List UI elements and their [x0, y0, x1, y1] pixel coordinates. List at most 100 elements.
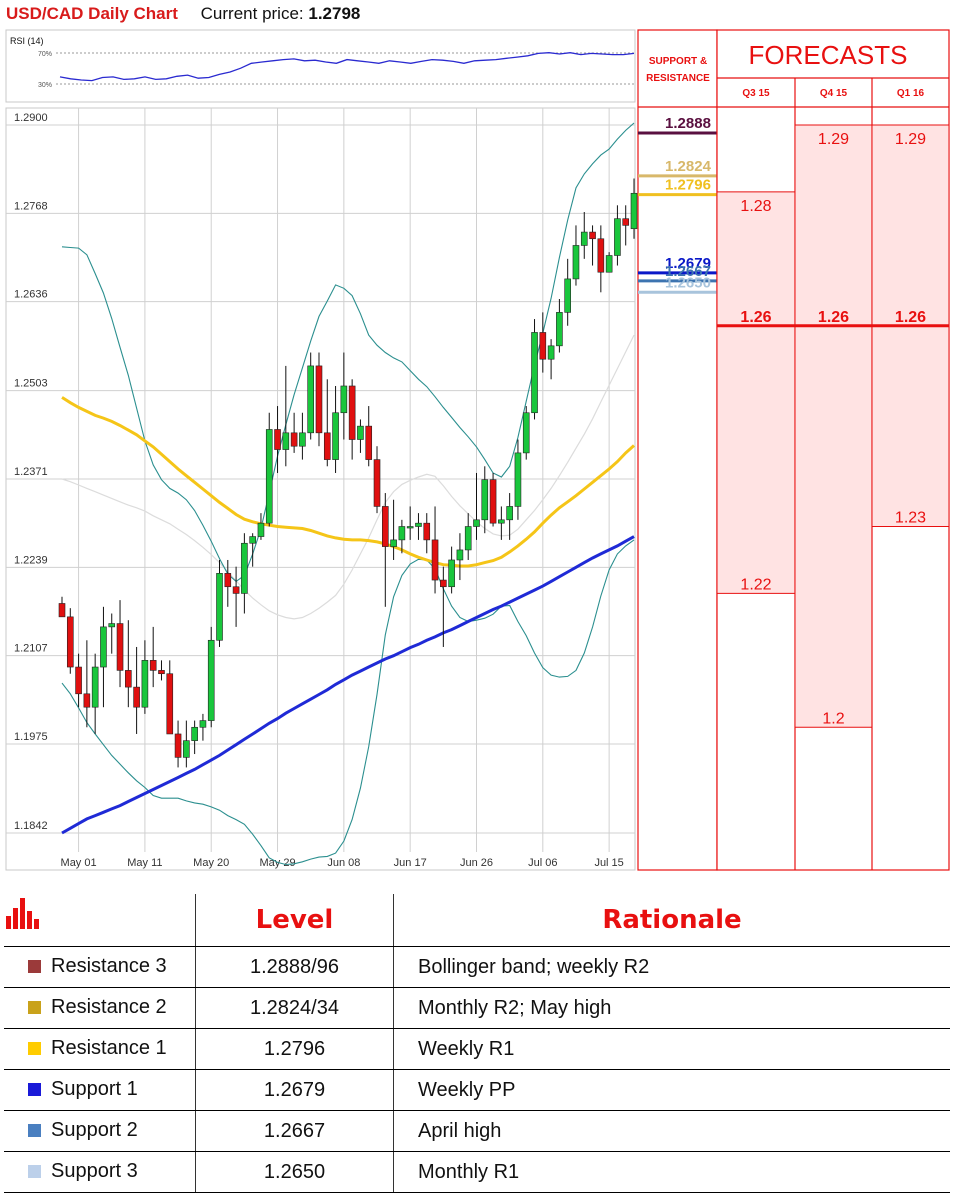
candle	[556, 298, 563, 353]
candle	[133, 646, 140, 734]
candle	[141, 640, 149, 714]
price-panel: 1.2900 1.2768 1.2636 1.2503 1.2371 1.2239 1.21…	[5, 107, 638, 871]
candle	[149, 626, 157, 688]
candle-body	[630, 192, 638, 230]
candle	[622, 205, 630, 246]
candle	[547, 339, 555, 380]
table-row: Resistance 3 1.2888/96 Bollinger band; wee…	[4, 946, 950, 988]
level-swatch	[28, 1001, 41, 1015]
candle-body	[547, 345, 555, 360]
level-name: Resistance 1	[51, 1037, 167, 1060]
candle	[415, 513, 422, 540]
current-price-value: 1.2798	[308, 4, 361, 23]
candle	[315, 352, 323, 447]
candle	[174, 720, 182, 768]
candle-body	[83, 693, 91, 708]
x-tick-label: May 11	[127, 857, 162, 869]
y-tick-label: 1.2371	[14, 466, 48, 478]
candle	[241, 533, 248, 614]
rsi-frame	[5, 29, 636, 103]
candle-body	[498, 519, 505, 524]
candle-body	[531, 332, 538, 414]
candle-body	[290, 432, 298, 447]
level-value: 1.2667	[195, 1110, 394, 1152]
candle-body	[265, 429, 273, 524]
fc-range-box	[795, 125, 872, 728]
candle-body	[149, 660, 157, 671]
candle	[473, 472, 480, 540]
level-name-cell: Support 2	[4, 1110, 196, 1152]
sr-heading-line2: RESISTANCE	[646, 73, 710, 84]
level-value: 1.2650	[195, 1151, 394, 1193]
candle-body	[183, 740, 190, 758]
candle	[191, 720, 198, 755]
candle-body	[91, 666, 99, 708]
candle-body	[448, 559, 455, 588]
x-tick-label: Jul 06	[528, 857, 557, 869]
candle-body	[564, 278, 571, 313]
chart-title: USD/CAD Daily Chart	[6, 4, 178, 23]
sr-level-label: 1.2888	[665, 115, 711, 132]
candle-body	[556, 312, 563, 347]
candle-body	[274, 429, 281, 450]
fc-low-value: 1.22	[740, 576, 771, 593]
candle-body	[315, 365, 323, 434]
candle-body	[282, 432, 290, 450]
candle-body	[373, 459, 381, 507]
candle-body	[489, 479, 497, 524]
candle-body	[133, 686, 140, 708]
candle-body	[191, 726, 198, 741]
candle	[348, 379, 356, 460]
level-name-cell: Support 1	[4, 1069, 196, 1111]
table-row: Resistance 1 1.2796 Weekly R1	[4, 1028, 950, 1070]
rsi-panel: RSI (14) 70% 30%	[5, 29, 636, 103]
fc-low-value: 1.2	[822, 710, 844, 727]
x-tick-label: May 20	[193, 857, 229, 869]
candle-body	[299, 432, 306, 447]
candle	[323, 379, 331, 467]
candle	[614, 205, 621, 266]
level-swatch	[28, 1083, 41, 1097]
candle	[514, 439, 522, 520]
candle-body	[75, 666, 82, 695]
candle	[158, 660, 165, 681]
candle-body	[481, 479, 489, 521]
candle-body	[423, 522, 431, 541]
candle-body	[340, 385, 348, 414]
fc-high-value: 1.29	[818, 131, 849, 148]
candle-body	[357, 425, 364, 440]
ma-slow-line	[61, 535, 635, 835]
candle	[257, 513, 265, 540]
fc-range-box	[717, 191, 795, 594]
fc-mid-value: 1.26	[740, 309, 771, 326]
candle-body	[597, 238, 605, 273]
candle-body	[539, 332, 547, 360]
candle	[66, 608, 74, 674]
candle	[564, 258, 571, 326]
candle-body	[216, 573, 223, 641]
bb-upper-line	[61, 122, 635, 583]
candle-body	[108, 623, 116, 628]
candle	[423, 513, 431, 554]
candle	[207, 626, 215, 728]
candle	[456, 533, 464, 581]
bar-chart-icon	[6, 898, 39, 929]
ma-fast-line	[61, 396, 635, 568]
candle-body	[473, 519, 480, 527]
rsi-level-30: 30%	[38, 82, 52, 89]
sr-level-label: 1.2679	[665, 255, 711, 272]
candle-body	[58, 603, 66, 618]
sr-frame	[637, 29, 718, 871]
level-name-cell: Resistance 2	[4, 987, 196, 1029]
candle	[274, 406, 281, 473]
candle	[489, 472, 497, 527]
candle	[166, 660, 174, 735]
level-column-header: Level	[195, 894, 394, 947]
x-tick-label: May 01	[61, 857, 97, 869]
level-swatch	[28, 1042, 41, 1056]
level-swatch	[28, 1124, 41, 1138]
level-rationale: Monthly R1	[393, 1151, 950, 1193]
candle-body	[580, 231, 588, 246]
candle	[597, 225, 605, 293]
candle	[216, 559, 223, 647]
